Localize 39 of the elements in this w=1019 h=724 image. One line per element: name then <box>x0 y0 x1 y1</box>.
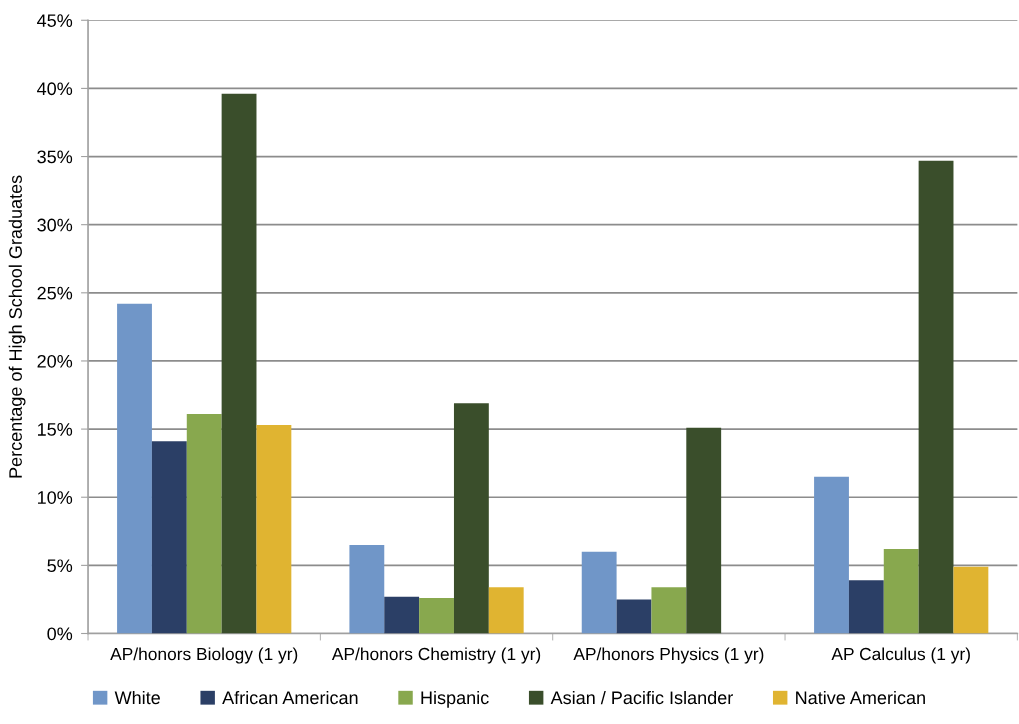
bar <box>256 425 292 634</box>
bar <box>349 544 385 634</box>
x-tick-label: AP/honors Physics (1 yr) <box>573 647 764 664</box>
y-tick-label: 15% <box>38 423 73 436</box>
y-axis-title: Percentage of High School Graduates <box>8 175 26 478</box>
x-tick-label: AP/honors Biology (1 yr) <box>110 647 298 664</box>
bar <box>384 596 420 634</box>
bar <box>581 551 617 634</box>
y-tick-label: 30% <box>37 218 73 232</box>
legend-label: Asian / Pacific Islander <box>550 690 733 705</box>
y-tick-label: 0% <box>47 627 73 641</box>
bar <box>488 587 524 634</box>
bar <box>848 580 884 634</box>
bar <box>151 441 187 634</box>
bar <box>883 549 919 634</box>
y-tick-label: 5% <box>47 559 73 573</box>
y-tick-label: 40% <box>37 82 73 96</box>
y-tick-label: 35% <box>37 150 73 164</box>
y-tick-label: 20% <box>37 354 73 368</box>
bar <box>453 403 489 634</box>
bar <box>651 587 687 634</box>
bar <box>686 427 722 634</box>
x-tick-label: AP/honors Chemistry (1 yr) <box>331 647 541 664</box>
bar <box>419 598 454 634</box>
bar <box>616 599 652 634</box>
legend-label: African American <box>222 690 358 705</box>
bar <box>117 303 152 634</box>
bar <box>814 476 849 634</box>
y-tick-label: 45% <box>37 14 73 27</box>
y-tick-label: 25% <box>37 286 73 300</box>
legend-label: Hispanic <box>421 690 489 708</box>
bar <box>221 93 257 634</box>
bar <box>186 414 222 634</box>
legend-label: Native American <box>796 690 925 705</box>
bar <box>953 566 989 634</box>
legend-label: White <box>114 690 160 705</box>
bar <box>918 160 954 634</box>
x-tick-label: AP Calculus (1 yr) <box>831 647 970 664</box>
y-tick-label: 10% <box>38 491 73 504</box>
